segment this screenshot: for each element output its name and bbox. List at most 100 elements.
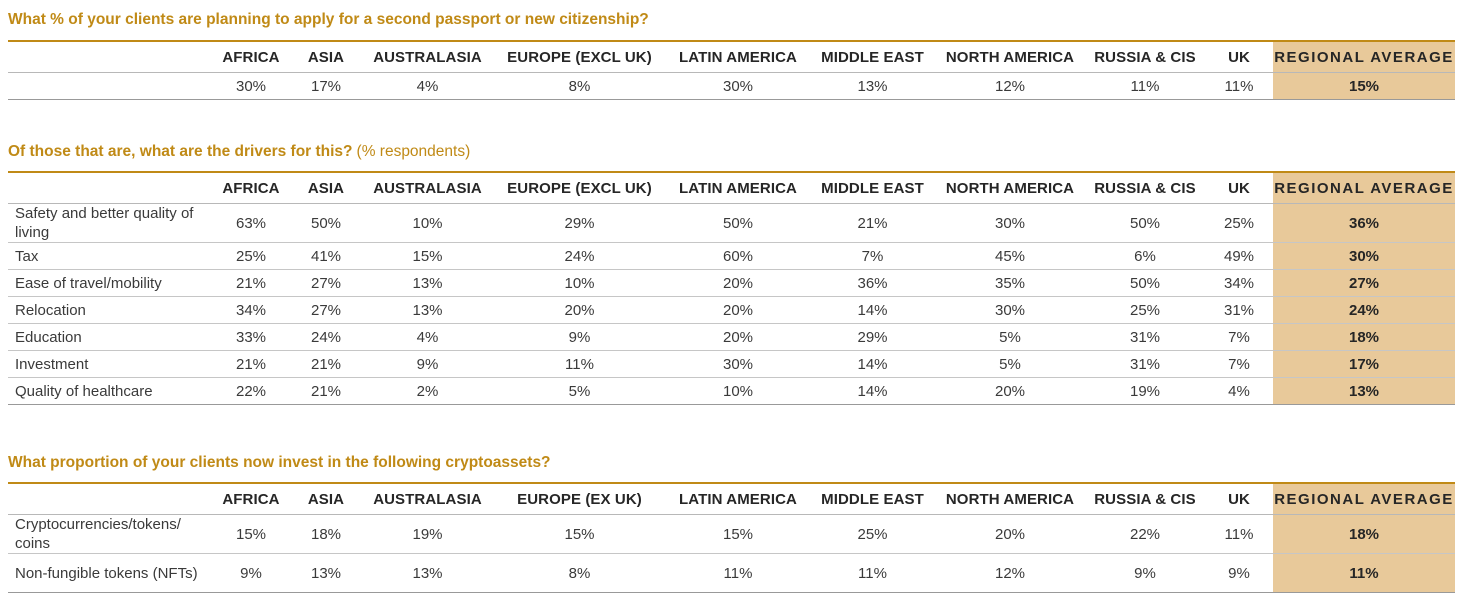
value-cell: 30% <box>666 350 810 378</box>
value-cell: 35% <box>935 269 1085 297</box>
region-header: AUSTRALASIA <box>362 483 493 515</box>
regional-average-cell: 30% <box>1273 242 1455 270</box>
value-cell: 25% <box>1205 203 1273 243</box>
value-cell: 41% <box>290 242 362 270</box>
value-cell: 9% <box>493 323 666 351</box>
value-cell: 13% <box>290 553 362 593</box>
value-cell: 14% <box>810 350 935 378</box>
value-cell: 50% <box>290 203 362 243</box>
value-cell: 10% <box>362 203 493 243</box>
table-row: Education 33% 24% 4% 9% 20% 29% 5% 31% 7% 18% <box>8 323 1455 351</box>
value-cell: 21% <box>212 269 290 297</box>
region-header: AUSTRALASIA <box>362 41 493 73</box>
header-row: AFRICA ASIA AUSTRALASIA EUROPE (EXCL UK) LAT… <box>8 41 1455 73</box>
value-cell: 21% <box>290 377 362 405</box>
row-label: Education <box>8 323 212 351</box>
value-cell: 14% <box>810 296 935 324</box>
q3-title: What proportion of your clients now inve… <box>8 454 551 471</box>
drivers-table: AFRICA ASIA AUSTRALASIA EUROPE (EXCL UK) LAT… <box>8 171 1455 405</box>
region-header: ASIA <box>290 41 362 73</box>
regional-average-header: REGIONAL AVERAGE <box>1273 483 1455 515</box>
regional-average-header: REGIONAL AVERAGE <box>1273 41 1455 73</box>
value-cell: 22% <box>1085 514 1205 554</box>
value-cell: 5% <box>935 350 1085 378</box>
value-cell: 11% <box>1085 72 1205 100</box>
value-cell: 9% <box>212 553 290 593</box>
regional-average-cell: 13% <box>1273 377 1455 405</box>
region-header: RUSSIA & CIS <box>1085 172 1205 204</box>
value-cell: 12% <box>935 553 1085 593</box>
value-cell: 21% <box>212 350 290 378</box>
value-cell: 27% <box>290 269 362 297</box>
region-header: ASIA <box>290 172 362 204</box>
value-cell: 8% <box>493 553 666 593</box>
region-header: EUROPE (EXCL UK) <box>493 172 666 204</box>
value-cell: 29% <box>810 323 935 351</box>
regional-average-cell: 18% <box>1273 514 1455 554</box>
row-label: Safety and better quality of living <box>8 203 212 243</box>
row-label <box>8 72 212 100</box>
value-cell: 10% <box>493 269 666 297</box>
value-cell: 25% <box>212 242 290 270</box>
value-cell: 31% <box>1205 296 1273 324</box>
regional-average-cell: 15% <box>1273 72 1455 100</box>
region-header: AFRICA <box>212 41 290 73</box>
value-cell: 20% <box>935 377 1085 405</box>
q2-subtitle: (% respondents) <box>356 143 471 160</box>
value-cell: 9% <box>1085 553 1205 593</box>
value-cell: 20% <box>493 296 666 324</box>
value-cell: 4% <box>1205 377 1273 405</box>
value-cell: 18% <box>290 514 362 554</box>
value-cell: 13% <box>362 269 493 297</box>
row-label: Tax <box>8 242 212 270</box>
table-row: Quality of healthcare 22% 21% 2% 5% 10% 14% 20%… <box>8 377 1455 405</box>
value-cell: 25% <box>1085 296 1205 324</box>
table-row: Tax 25% 41% 15% 24% 60% 7% 45% 6% 49% 30% <box>8 242 1455 270</box>
table-row: Non-fungible tokens (NFTs) 9% 13% 13% 8% 11% 1… <box>8 553 1455 593</box>
value-cell: 10% <box>666 377 810 405</box>
value-cell: 60% <box>666 242 810 270</box>
header-row: AFRICA ASIA AUSTRALASIA EUROPE (EXCL UK) LAT… <box>8 172 1455 204</box>
row-label-header <box>8 172 212 204</box>
value-cell: 50% <box>1085 203 1205 243</box>
value-cell: 29% <box>493 203 666 243</box>
value-cell: 21% <box>810 203 935 243</box>
value-cell: 20% <box>935 514 1085 554</box>
value-cell: 7% <box>810 242 935 270</box>
region-header: AFRICA <box>212 172 290 204</box>
value-cell: 4% <box>362 72 493 100</box>
value-cell: 13% <box>810 72 935 100</box>
regional-average-cell: 36% <box>1273 203 1455 243</box>
regional-average-header: REGIONAL AVERAGE <box>1273 172 1455 204</box>
value-cell: 63% <box>212 203 290 243</box>
value-cell: 30% <box>935 203 1085 243</box>
value-cell: 6% <box>1085 242 1205 270</box>
value-cell: 24% <box>290 323 362 351</box>
header-row: AFRICA ASIA AUSTRALASIA EUROPE (EX UK) LATIN… <box>8 483 1455 515</box>
value-cell: 4% <box>362 323 493 351</box>
row-label: Investment <box>8 350 212 378</box>
table-row: 30% 17% 4% 8% 30% 13% 12% 11% 11% 15% <box>8 72 1455 100</box>
region-header: NORTH AMERICA <box>935 172 1085 204</box>
passport-table: AFRICA ASIA AUSTRALASIA EUROPE (EXCL UK) LAT… <box>8 40 1455 100</box>
value-cell: 9% <box>362 350 493 378</box>
value-cell: 2% <box>362 377 493 405</box>
value-cell: 20% <box>666 296 810 324</box>
table-row: Relocation 34% 27% 13% 20% 20% 14% 30% 25% 31% 24% <box>8 296 1455 324</box>
row-label-header <box>8 483 212 515</box>
value-cell: 9% <box>1205 553 1273 593</box>
value-cell: 11% <box>493 350 666 378</box>
region-header: EUROPE (EX UK) <box>493 483 666 515</box>
value-cell: 8% <box>493 72 666 100</box>
value-cell: 7% <box>1205 323 1273 351</box>
value-cell: 12% <box>935 72 1085 100</box>
value-cell: 24% <box>493 242 666 270</box>
row-label: Cryptocurrencies/tokens/ coins <box>8 514 212 554</box>
row-label-header <box>8 41 212 73</box>
table-row: Ease of travel/mobility 21% 27% 13% 10% 20% 36… <box>8 269 1455 297</box>
value-cell: 49% <box>1205 242 1273 270</box>
region-header: EUROPE (EXCL UK) <box>493 41 666 73</box>
value-cell: 14% <box>810 377 935 405</box>
regional-average-cell: 11% <box>1273 553 1455 593</box>
value-cell: 13% <box>362 553 493 593</box>
